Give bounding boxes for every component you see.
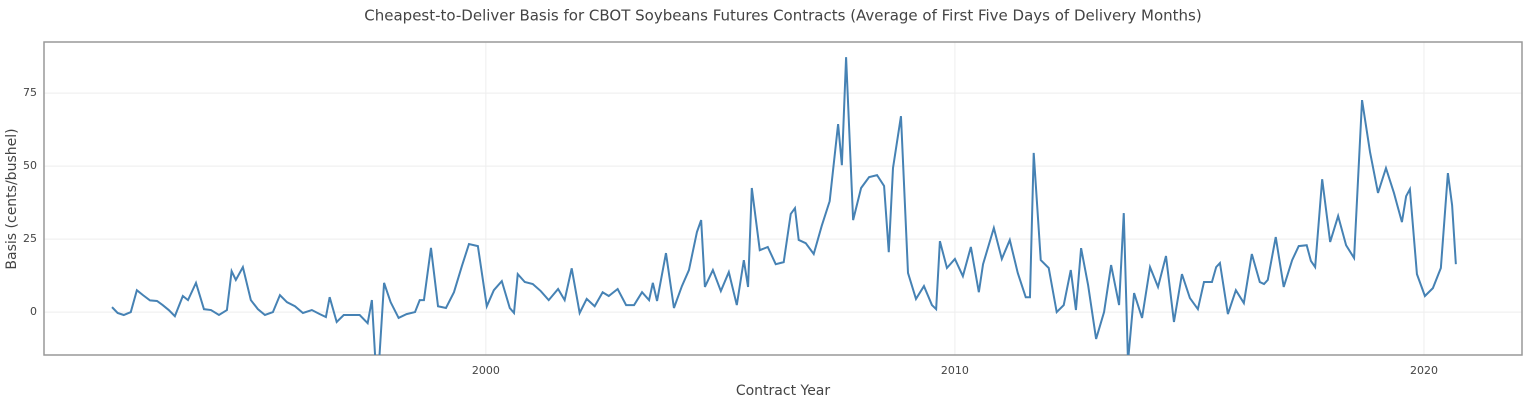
y-tick-label: 75 xyxy=(23,86,37,99)
y-tick-label: 25 xyxy=(23,232,37,245)
x-tick-label: 2010 xyxy=(941,364,969,377)
y-tick-label: 50 xyxy=(23,159,37,172)
y-tick-label: 0 xyxy=(30,305,37,318)
chart-title: Cheapest-to-Deliver Basis for CBOT Soybe… xyxy=(364,7,1201,25)
x-tick-label: 2000 xyxy=(472,364,500,377)
plot-frame xyxy=(43,41,1523,356)
x-tick-label: 2020 xyxy=(1410,364,1438,377)
y-axis-label: Basis (cents/bushel) xyxy=(4,128,20,269)
data-line xyxy=(111,57,1457,355)
x-axis-label: Contract Year xyxy=(736,383,831,399)
